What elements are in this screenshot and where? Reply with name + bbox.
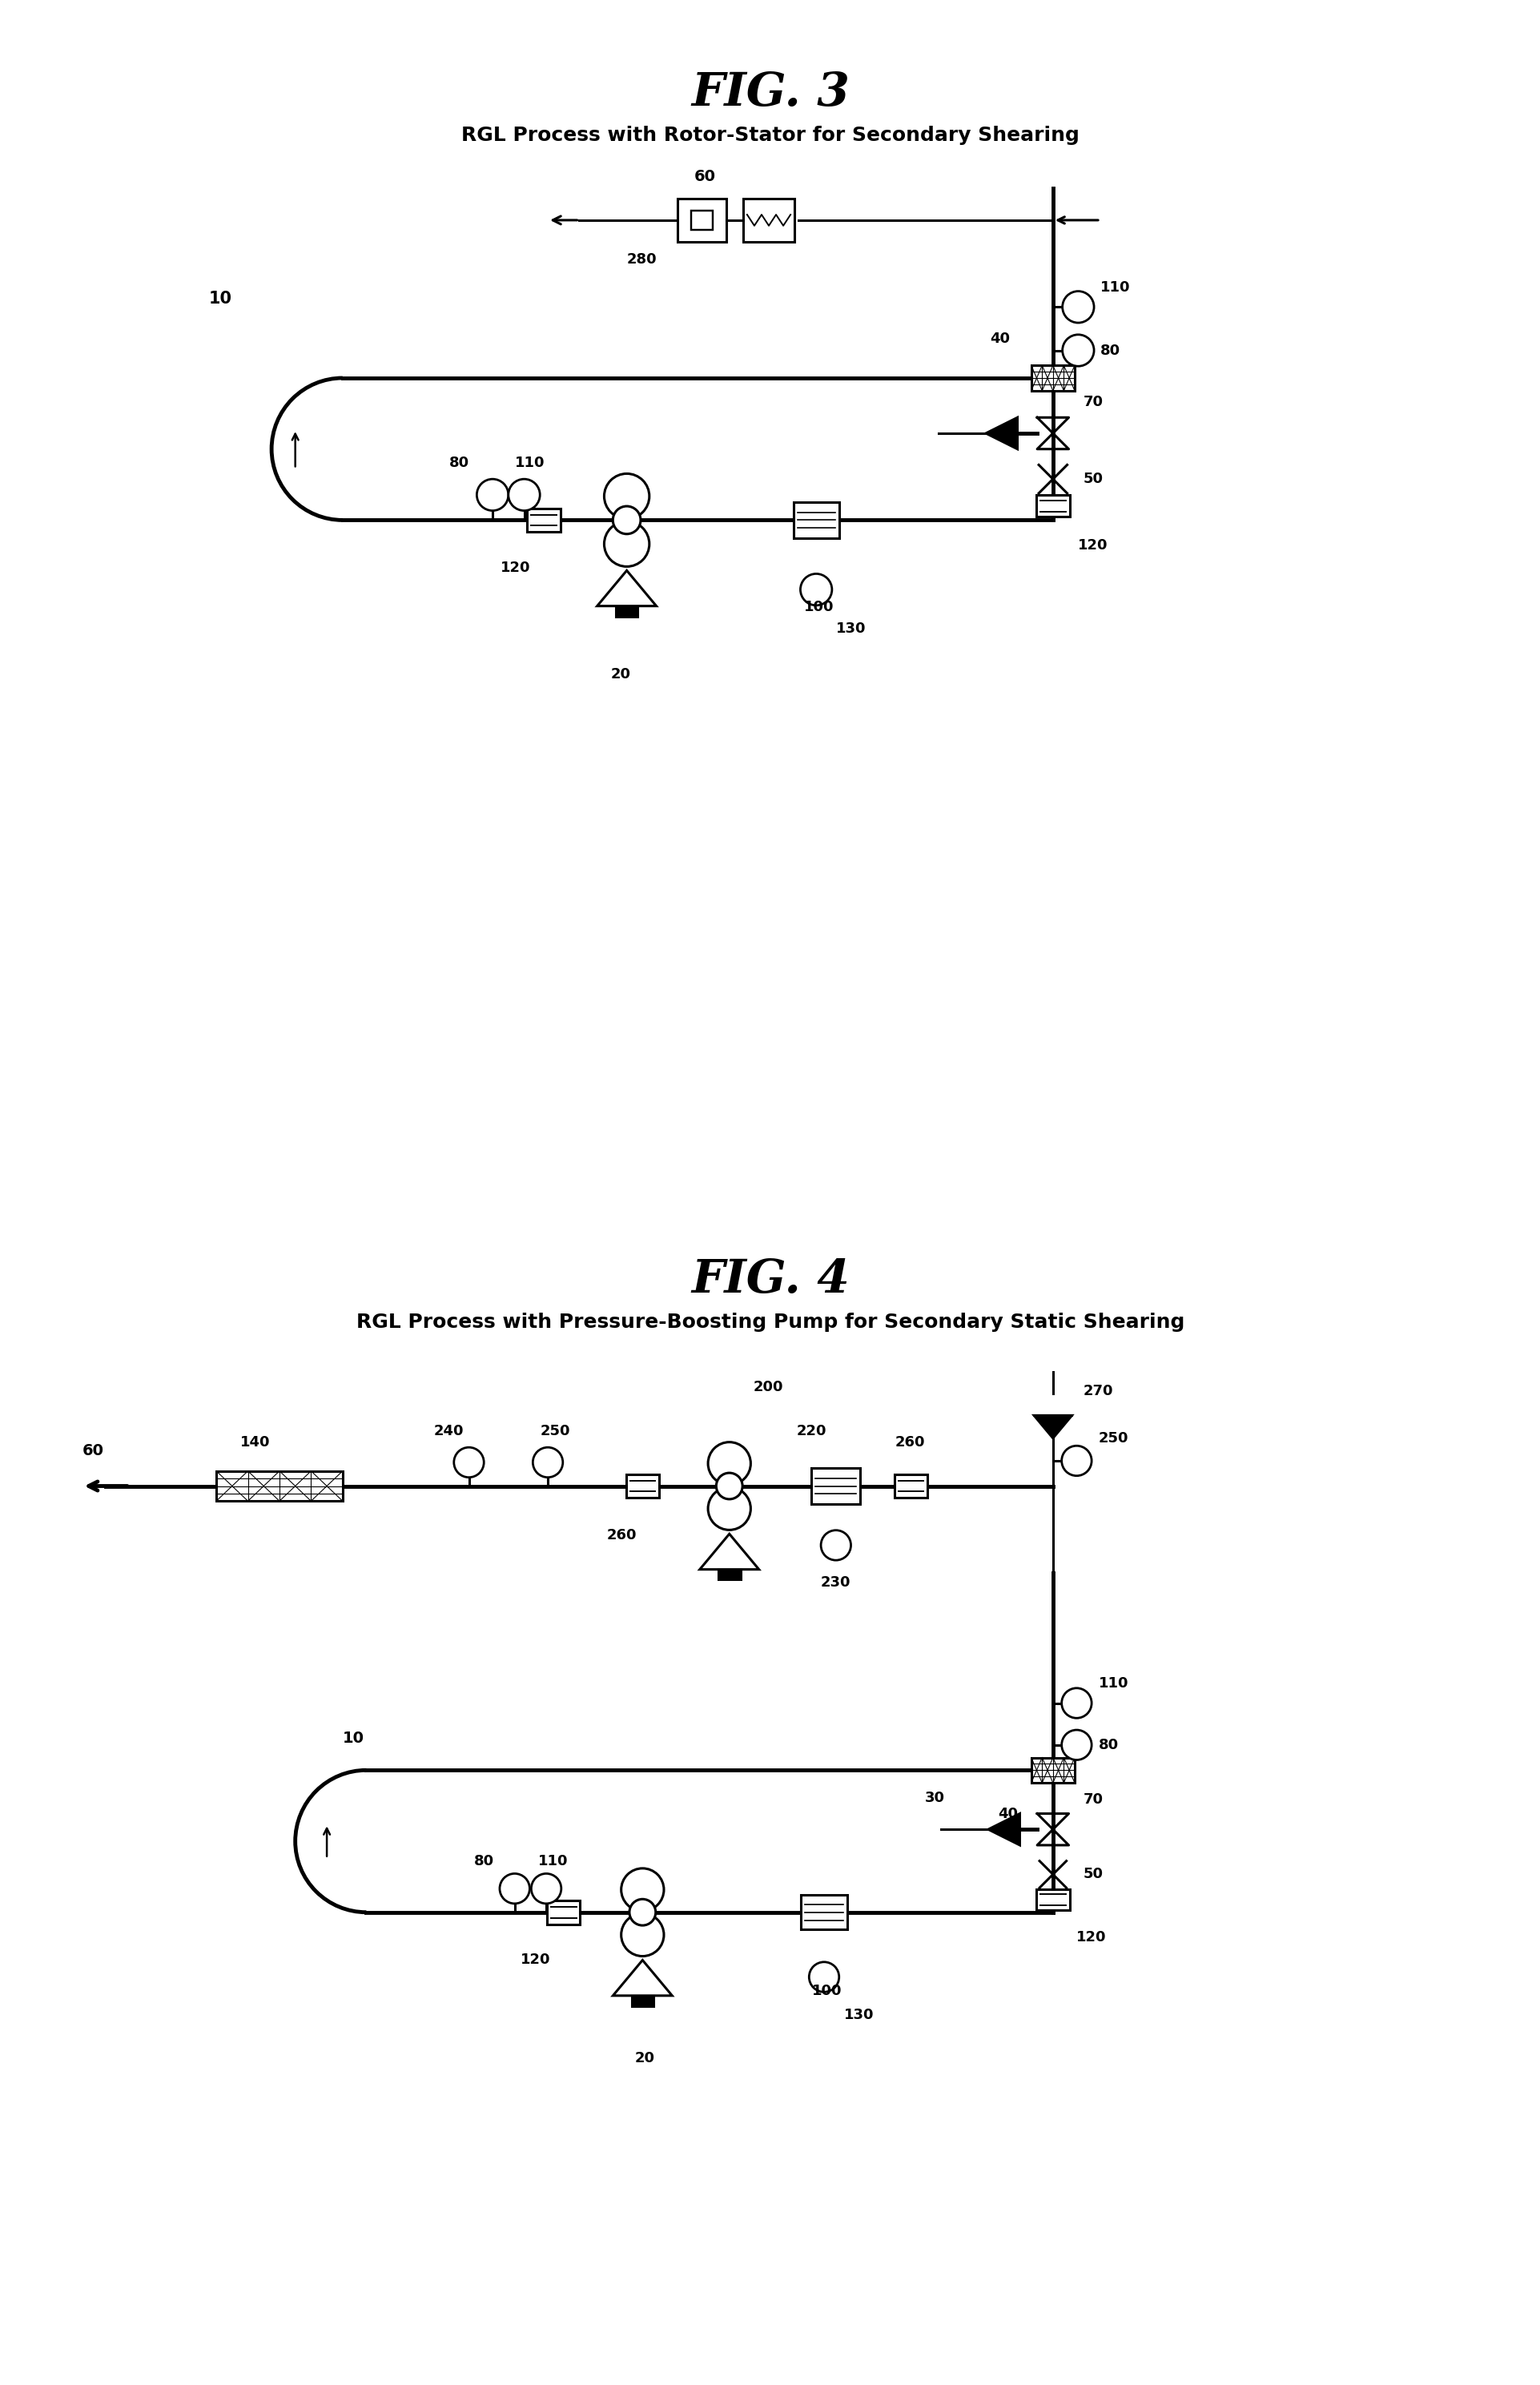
Text: 110: 110 [537, 1853, 568, 1867]
Polygon shape [613, 1960, 671, 1996]
Circle shape [821, 1531, 850, 1560]
Text: 120: 120 [1076, 1929, 1106, 1944]
Text: 10: 10 [342, 1732, 363, 1746]
Text: 60: 60 [693, 169, 715, 184]
Circle shape [499, 1875, 530, 1903]
Text: 50: 50 [1083, 472, 1103, 487]
Text: FIG. 4: FIG. 4 [691, 1257, 849, 1302]
Text: 100: 100 [812, 1984, 842, 1999]
Circle shape [1063, 291, 1093, 322]
Bar [801, 1896, 847, 1929]
Bar [625, 1474, 659, 1498]
Text: FIG. 3: FIG. 3 [691, 69, 849, 114]
Polygon shape [987, 1813, 1019, 1846]
Text: 280: 280 [627, 253, 656, 267]
Circle shape [613, 506, 641, 534]
Polygon shape [986, 417, 1016, 448]
Bar [793, 503, 839, 539]
Circle shape [1063, 334, 1093, 367]
Text: 80: 80 [1098, 1739, 1118, 1753]
Bar [718, 1569, 741, 1579]
Circle shape [1061, 1445, 1090, 1476]
Bar [216, 1472, 342, 1500]
Circle shape [808, 1963, 839, 1991]
Text: 140: 140 [240, 1436, 270, 1450]
Text: 260: 260 [607, 1529, 636, 1543]
Bar [1030, 365, 1073, 391]
Polygon shape [699, 1534, 759, 1569]
Text: RGL Process with Rotor-Stator for Secondary Shearing: RGL Process with Rotor-Stator for Second… [460, 126, 1080, 145]
Circle shape [708, 1443, 750, 1486]
Circle shape [799, 575, 832, 606]
Text: 40: 40 [998, 1805, 1018, 1820]
Text: 100: 100 [804, 599, 835, 613]
Text: 80: 80 [473, 1853, 493, 1867]
Text: 120: 120 [500, 560, 530, 575]
Bar [631, 1996, 653, 2006]
Circle shape [604, 475, 648, 520]
Text: 230: 230 [821, 1574, 850, 1588]
Circle shape [531, 1875, 561, 1903]
Text: 60: 60 [82, 1443, 103, 1457]
Bar [893, 1474, 927, 1498]
Text: 110: 110 [1098, 1677, 1129, 1691]
Bar [1036, 494, 1069, 518]
Bar [1036, 1889, 1069, 1910]
Text: 70: 70 [1083, 394, 1103, 408]
Bar [616, 606, 638, 615]
Text: 130: 130 [844, 2008, 873, 2022]
Text: 50: 50 [1083, 1867, 1103, 1882]
Circle shape [604, 522, 648, 568]
Text: 220: 220 [796, 1424, 825, 1438]
Circle shape [628, 1898, 656, 1925]
Text: 20: 20 [634, 2051, 654, 2065]
Text: 260: 260 [895, 1436, 924, 1450]
Text: 120: 120 [521, 1953, 550, 1968]
Text: 240: 240 [433, 1424, 464, 1438]
Circle shape [708, 1488, 750, 1529]
Circle shape [1061, 1729, 1090, 1760]
Text: 20: 20 [611, 668, 631, 682]
Text: 10: 10 [208, 291, 231, 308]
Bar [742, 198, 795, 241]
Circle shape [621, 1913, 664, 1956]
Text: 80: 80 [450, 456, 470, 470]
Circle shape [621, 1867, 664, 1910]
Polygon shape [598, 570, 656, 606]
Circle shape [476, 479, 508, 510]
Bar [690, 210, 713, 229]
Text: 40: 40 [989, 332, 1009, 346]
Text: 130: 130 [836, 622, 865, 637]
Text: 120: 120 [1078, 539, 1107, 553]
Text: RGL Process with Pressure-Boosting Pump for Secondary Static Shearing: RGL Process with Pressure-Boosting Pump … [356, 1312, 1184, 1331]
Text: 250: 250 [539, 1424, 570, 1438]
Bar [527, 508, 561, 532]
Text: 70: 70 [1083, 1791, 1103, 1805]
Text: 30: 30 [924, 1791, 944, 1805]
Text: 200: 200 [753, 1381, 782, 1395]
Text: 250: 250 [1098, 1431, 1129, 1445]
Bar [678, 198, 725, 241]
Bar [812, 1467, 859, 1505]
Circle shape [454, 1448, 484, 1476]
Bar [547, 1901, 581, 1925]
Circle shape [1061, 1689, 1090, 1717]
Circle shape [716, 1474, 742, 1500]
Polygon shape [1033, 1414, 1072, 1438]
Circle shape [533, 1448, 562, 1476]
Circle shape [508, 479, 539, 510]
Bar [1030, 1758, 1073, 1784]
Text: 270: 270 [1083, 1383, 1112, 1398]
Text: 110: 110 [1100, 279, 1130, 293]
Text: 80: 80 [1100, 343, 1120, 358]
Text: 110: 110 [514, 456, 545, 470]
